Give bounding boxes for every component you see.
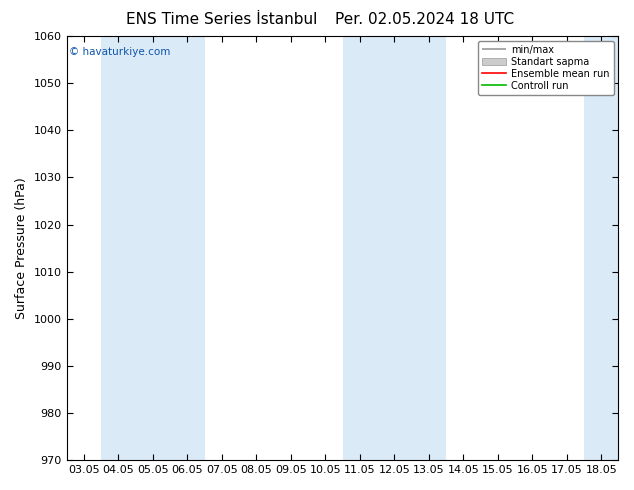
Y-axis label: Surface Pressure (hPa): Surface Pressure (hPa) <box>15 177 28 319</box>
Text: © havaturkiye.com: © havaturkiye.com <box>69 47 171 57</box>
Bar <box>342 36 446 460</box>
Bar <box>584 36 634 460</box>
Bar <box>101 36 205 460</box>
Text: ENS Time Series İstanbul: ENS Time Series İstanbul <box>126 12 318 27</box>
Text: Per. 02.05.2024 18 UTC: Per. 02.05.2024 18 UTC <box>335 12 514 27</box>
Legend: min/max, Standart sapma, Ensemble mean run, Controll run: min/max, Standart sapma, Ensemble mean r… <box>478 41 614 95</box>
